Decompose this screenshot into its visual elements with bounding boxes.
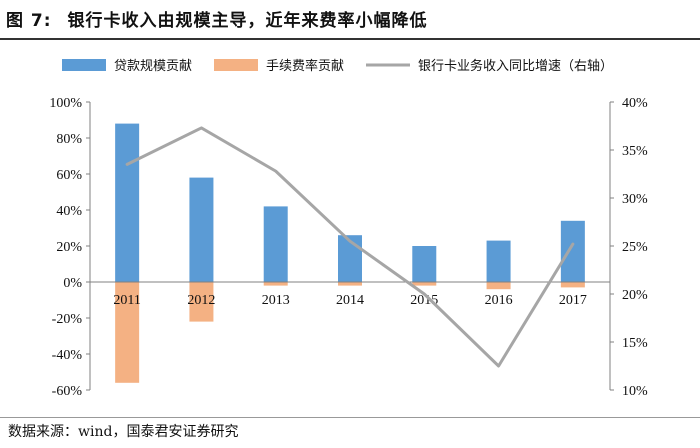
title-rule <box>0 38 700 40</box>
right-tick-label: 10% <box>622 384 648 399</box>
right-tick-label: 25% <box>622 240 648 255</box>
right-tick-label: 35% <box>622 144 648 159</box>
left-tick-label: -40% <box>52 348 83 363</box>
left-tick-label: 40% <box>56 204 82 219</box>
legend-growth-label: 银行卡业务收入同比增速（右轴） <box>418 58 613 74</box>
left-tick-label: 0% <box>63 276 82 291</box>
fee-bar-2017 <box>560 282 585 288</box>
scale-bar-2016 <box>486 240 511 282</box>
left-tick-label: 80% <box>56 132 82 147</box>
scale-bar-2015 <box>412 246 437 282</box>
scale-bar-2017 <box>560 220 585 282</box>
left-tick-label: -60% <box>52 384 83 399</box>
fee-bar-2014 <box>338 282 362 286</box>
x-tick-label-2013: 2013 <box>262 293 290 308</box>
left-tick-label: 20% <box>56 240 82 255</box>
fee-bar-2013 <box>263 282 288 286</box>
chart-title: 图 7: 银行卡收入由规模主导，近年来费率小幅降低 <box>6 6 428 31</box>
legend-scale-label: 贷款规模贡献 <box>114 59 192 74</box>
scale-bar-2012 <box>189 177 214 282</box>
fee-bar-2012 <box>189 282 214 322</box>
x-tick-label-2015: 2015 <box>410 293 438 308</box>
source-rule <box>0 417 700 418</box>
title-text: 银行卡收入由规模主导，近年来费率小幅降低 <box>67 11 428 31</box>
left-tick-label: 60% <box>56 168 82 183</box>
x-tick-label-2011: 2011 <box>113 293 140 308</box>
scale-bar-2013 <box>263 206 288 282</box>
source-note: 数据来源：wind，国泰君安证券研究 <box>8 424 239 440</box>
fee-bar-2015 <box>412 282 437 286</box>
legend-fee-label: 手续费率贡献 <box>266 58 344 74</box>
axes-layer: 100% 80% 60% 40% 20% 0% -20% -40% -60% 40% 35% 30% 2… <box>49 96 648 399</box>
right-tick-label: 40% <box>622 96 648 111</box>
fee-bar-2011 <box>115 282 140 383</box>
chart: 贷款规模贡献 手续费率贡献 银行卡业务收入同比增速（右轴） 100% 80% 60% 40… <box>49 58 648 399</box>
legend-fee-swatch <box>214 59 258 71</box>
left-tick-label: 100% <box>49 96 82 111</box>
legend-scale-swatch <box>62 59 106 71</box>
x-tick-label-2016: 2016 <box>485 293 513 308</box>
right-tick-label: 15% <box>622 336 648 351</box>
x-tick-label-2012: 2012 <box>187 293 215 308</box>
line-layer <box>125 126 575 368</box>
growth-line <box>125 126 575 368</box>
right-tick-label: 20% <box>622 288 648 303</box>
legend: 贷款规模贡献 手续费率贡献 银行卡业务收入同比增速（右轴） <box>62 58 613 74</box>
scale-bar-2011 <box>115 123 140 282</box>
x-tick-label-2014: 2014 <box>336 293 364 308</box>
x-tick-label-2017: 2017 <box>559 293 587 308</box>
right-tick-label: 30% <box>622 192 648 207</box>
bars-layer <box>115 123 585 383</box>
fee-bar-2016 <box>486 282 511 290</box>
figure-label: 图 7: <box>6 11 52 31</box>
left-tick-label: -20% <box>52 312 83 327</box>
